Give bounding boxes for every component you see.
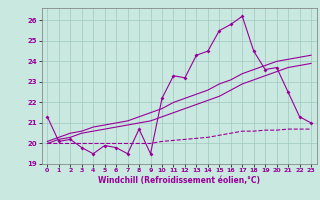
X-axis label: Windchill (Refroidissement éolien,°C): Windchill (Refroidissement éolien,°C)	[98, 176, 260, 185]
